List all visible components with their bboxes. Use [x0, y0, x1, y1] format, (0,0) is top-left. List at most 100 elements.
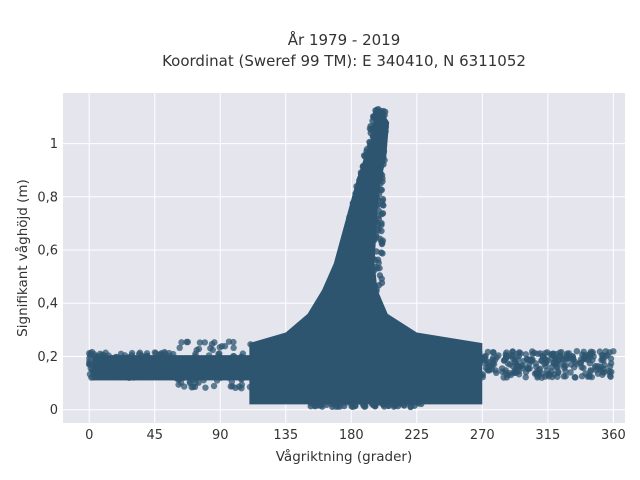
data-point — [378, 240, 386, 248]
data-point — [292, 364, 300, 372]
data-point — [330, 400, 338, 407]
data-point — [297, 378, 304, 385]
data-point — [366, 176, 373, 183]
data-point — [356, 177, 363, 184]
data-point — [257, 348, 265, 355]
x-tick-label: 90 — [212, 428, 229, 443]
data-point — [325, 321, 332, 329]
data-point — [275, 359, 282, 366]
data-point — [358, 297, 366, 304]
data-point — [224, 372, 231, 379]
data-point — [467, 350, 474, 357]
data-point — [218, 359, 226, 366]
x-tick-label: 360 — [601, 428, 626, 443]
data-point — [112, 370, 119, 378]
y-tick-label: 0,6 — [37, 244, 58, 259]
data-point — [489, 362, 496, 369]
data-point — [368, 225, 376, 232]
x-tick-label: 0 — [85, 428, 93, 443]
data-point — [201, 339, 209, 346]
data-point — [503, 354, 511, 361]
data-point — [356, 283, 364, 291]
data-point — [358, 375, 365, 382]
data-point — [404, 356, 412, 364]
data-point — [379, 148, 386, 155]
data-point — [364, 243, 371, 250]
data-point — [358, 193, 365, 201]
data-point — [179, 369, 187, 377]
data-point — [152, 372, 160, 379]
data-point — [120, 372, 128, 379]
data-point — [456, 368, 464, 375]
data-point — [93, 359, 101, 367]
data-point — [171, 363, 179, 370]
data-point — [369, 139, 377, 147]
data-point — [495, 352, 502, 359]
data-point — [183, 338, 190, 346]
data-point — [142, 373, 150, 380]
data-point — [365, 348, 372, 356]
data-point — [372, 390, 379, 398]
data-point — [388, 346, 396, 353]
data-point — [437, 346, 445, 353]
data-point — [221, 342, 229, 350]
data-point — [379, 250, 386, 257]
data-point — [118, 355, 126, 363]
data-point — [415, 355, 423, 362]
data-point — [351, 395, 359, 403]
data-point — [196, 339, 204, 346]
x-tick-labels: 0 45 90 135 180 225 270 315 360 — [85, 428, 626, 443]
data-point — [592, 364, 599, 371]
data-point — [372, 110, 380, 118]
data-point — [351, 211, 358, 218]
data-point — [173, 375, 180, 382]
data-point — [334, 302, 342, 310]
data-point — [366, 362, 374, 370]
data-point — [464, 357, 471, 365]
data-point — [397, 364, 404, 371]
data-point — [359, 217, 367, 224]
data-point — [472, 365, 480, 373]
data-point — [396, 397, 404, 404]
data-point — [408, 392, 415, 399]
data-point — [343, 344, 350, 352]
data-point — [181, 383, 188, 390]
data-point — [314, 378, 321, 386]
data-point — [610, 348, 617, 355]
data-point — [377, 334, 384, 341]
data-point — [522, 374, 529, 381]
data-point — [534, 372, 542, 380]
data-point — [378, 356, 385, 364]
data-point — [267, 358, 274, 366]
data-point — [306, 352, 314, 360]
data-point — [397, 371, 404, 378]
data-point — [327, 395, 334, 402]
y-tick-label: 0,8 — [37, 190, 58, 205]
y-tick-label: 0,2 — [37, 350, 58, 365]
data-point — [311, 395, 318, 403]
data-point — [205, 352, 213, 359]
data-point — [554, 364, 561, 371]
data-point — [338, 249, 345, 257]
data-point — [589, 356, 596, 364]
data-point — [258, 376, 265, 384]
data-point — [381, 385, 389, 392]
data-point — [367, 248, 375, 255]
y-tick-labels: 0 0,2 0,4 0,6 0,8 1 — [37, 137, 58, 418]
data-point — [427, 357, 434, 364]
data-point — [282, 358, 289, 366]
data-point — [355, 199, 363, 206]
data-point — [238, 376, 245, 383]
data-point — [314, 370, 322, 377]
data-point — [189, 368, 197, 375]
data-point — [541, 360, 548, 367]
data-point — [292, 355, 300, 363]
data-point — [376, 272, 384, 279]
data-point — [286, 375, 293, 383]
y-tick-label: 0,4 — [37, 297, 58, 312]
data-point — [509, 352, 517, 360]
data-point — [341, 326, 348, 334]
data-point — [395, 353, 403, 360]
data-point — [422, 347, 429, 354]
data-point — [331, 352, 339, 360]
